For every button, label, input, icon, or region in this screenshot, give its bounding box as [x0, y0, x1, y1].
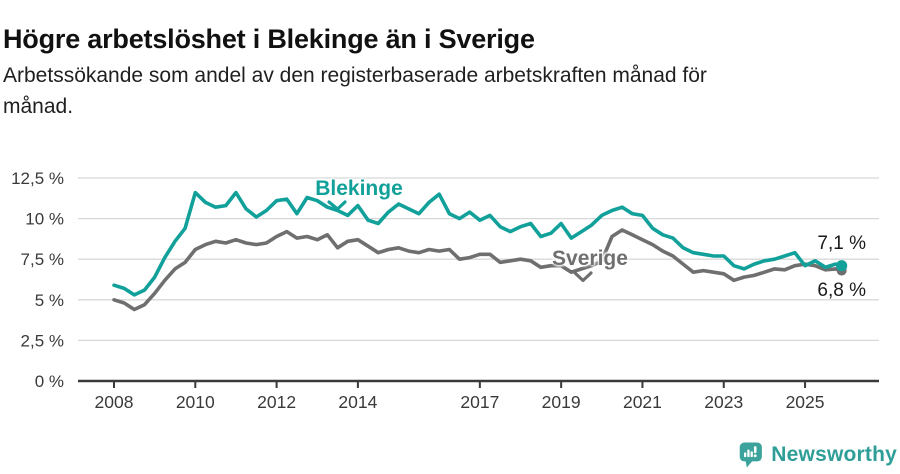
- series-label-blekinge: Blekinge: [315, 177, 403, 200]
- x-axis-tick-label: 2021: [623, 392, 662, 412]
- y-axis-tick-label: 10 %: [25, 210, 64, 229]
- y-axis-tick-label: 5 %: [35, 291, 64, 310]
- footer-brand-name: Newsworthy: [771, 443, 897, 466]
- end-value-label-blekinge: 7,1 %: [817, 233, 866, 254]
- x-axis-tick-label: 2008: [95, 392, 134, 412]
- end-value-label-sverige: 6,8 %: [817, 280, 866, 301]
- series-line-sverige: [112, 228, 844, 312]
- series-label-sverige: Sverige: [552, 247, 628, 270]
- y-axis-tick-label: 2,5 %: [21, 331, 64, 350]
- series-end-dot-blekinge: [836, 260, 848, 272]
- chevron-down-icon: [573, 271, 593, 283]
- chevron-down-icon: [327, 200, 347, 211]
- chart-subtitle: Arbetssökande som andel av den registerb…: [3, 60, 883, 122]
- subtitle-line-1: Arbetssökande som andel av den registerb…: [3, 64, 707, 87]
- x-axis-tick-label: 2012: [257, 392, 296, 412]
- subtitle-line-2: månad.: [3, 95, 74, 118]
- x-axis-tick-label: 2025: [786, 392, 825, 412]
- x-axis-tick-label: 2014: [338, 392, 377, 412]
- x-axis-tick-label: 2023: [704, 392, 743, 412]
- x-axis-tick-label: 2010: [176, 392, 215, 412]
- page-title: Högre arbetslöshet i Blekinge än i Sveri…: [3, 24, 535, 55]
- y-axis-tick-label: 12,5 %: [11, 169, 64, 188]
- line-chart-plot-area: 0 % 2,5 % 5 % 7,5 % 10 % 12,5 % 2008 2010 2012 20…: [11, 169, 879, 412]
- y-axis-tick-label: 0 %: [35, 372, 64, 391]
- series-line-blekinge: [112, 190, 844, 297]
- footer-logo[interactable]: Newsworthy: [739, 437, 897, 473]
- newsworthy-logo-icon: [739, 442, 762, 468]
- y-axis-tick-label: 7,5 %: [21, 250, 64, 269]
- x-axis-tick-label: 2019: [542, 392, 581, 412]
- x-axis-tick-label: 2017: [460, 392, 499, 412]
